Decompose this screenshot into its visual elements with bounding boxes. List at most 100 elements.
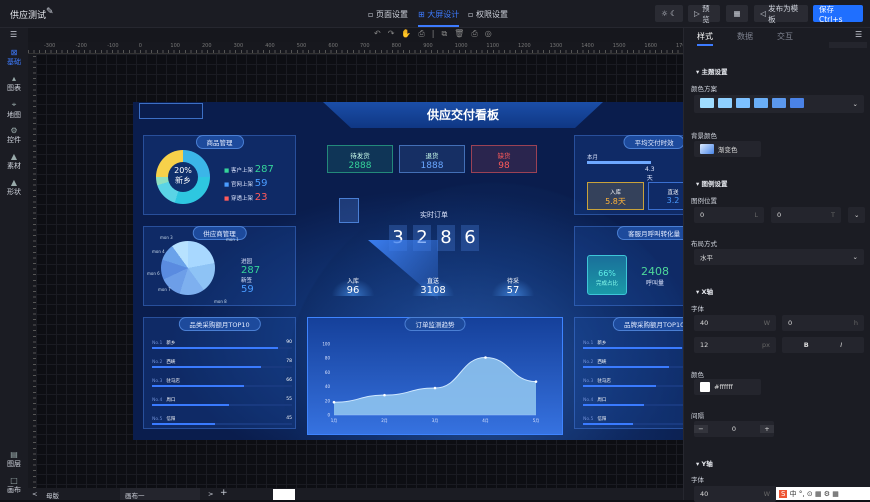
theme-section[interactable]: ▾ 主题设置 <box>696 68 728 76</box>
sidebar-item-material[interactable]: ▲ 素材 <box>0 152 28 171</box>
page-tab[interactable]: 画布一 <box>120 488 200 500</box>
sidebar-item-canvas[interactable]: □ 画布 <box>0 476 28 495</box>
sidebar-item-map[interactable]: ⌖ 地图 <box>0 100 28 120</box>
box-label: 直送 <box>667 190 679 196</box>
kpi-card[interactable]: 待发货 2888 <box>327 145 393 173</box>
sidebar-label: 素材 <box>7 162 21 170</box>
legend-section[interactable]: ▾ 图例设置 <box>696 180 728 188</box>
xaxis-size-input[interactable]: 12 px <box>694 337 776 353</box>
kpi-card[interactable]: 退货 1888 <box>399 145 465 173</box>
color-scheme-select[interactable]: ⌄ <box>694 95 864 113</box>
tab-data[interactable]: 数据 <box>737 32 753 41</box>
rank-bar <box>152 423 215 425</box>
kpi-card[interactable]: 缺货 98 <box>471 145 537 173</box>
sidebar-item-layers[interactable]: ▤ 图层 <box>0 450 28 469</box>
yaxis-width-input[interactable]: 40 W <box>694 486 776 502</box>
gap-stepper[interactable]: − 0 + <box>694 421 774 437</box>
tab-style[interactable]: 样式 <box>697 31 713 46</box>
bg-color-field[interactable]: 渐变色 <box>694 141 761 157</box>
color-swatch[interactable] <box>736 98 750 108</box>
theme-toggle[interactable]: ☼ ☾ <box>655 5 683 22</box>
xaxis-section[interactable]: ▾ X轴 <box>696 288 714 296</box>
italic-button[interactable]: I <box>840 341 843 349</box>
ruler-label: 300 <box>233 43 244 49</box>
supplier-panel[interactable]: 供应商管理 进园 287 新签 59 mon 1 mon 3 mon 4 mon 6 mon … <box>143 226 296 306</box>
color-swatch[interactable] <box>700 98 714 108</box>
preview-button[interactable]: ▷ 预览 <box>688 3 720 24</box>
sidebar-item-shape[interactable]: ▲ 形状 <box>0 178 28 197</box>
layout-select[interactable]: 水平 ⌄ <box>694 249 864 265</box>
pie-label: mon 8 <box>214 299 227 304</box>
legend-pos-dropdown[interactable]: ⌄ <box>848 207 865 223</box>
color-swatch[interactable] <box>754 98 768 108</box>
panel-menu-icon[interactable]: ☰ <box>855 30 863 39</box>
color-swatch[interactable] <box>718 98 732 108</box>
yaxis-section[interactable]: ▾ Y轴 <box>696 460 713 468</box>
sidebar-item-chart[interactable]: ▴ 图表 <box>0 74 28 93</box>
rank-no: No.5 <box>583 417 594 422</box>
decor-card <box>339 198 359 223</box>
data-point <box>383 393 386 397</box>
delivery-panel[interactable]: 平均交付时效 本月 4.3 天 入库 5.8天 直送 3.2 <box>574 135 683 215</box>
save-button[interactable]: 保存 Ctrl+s <box>813 5 863 24</box>
rank-bar <box>583 366 669 368</box>
rank-name: 新乡 <box>166 341 176 346</box>
minus-button[interactable]: − <box>694 425 708 433</box>
tab-interaction[interactable]: 交互 <box>777 32 793 41</box>
rank-name: 信阳 <box>597 417 607 422</box>
next-page-icon[interactable]: > <box>208 490 214 498</box>
tab-label: 权限设置 <box>475 10 508 19</box>
pie-label: mon 1 <box>226 237 239 242</box>
section-title: Y轴 <box>701 460 713 468</box>
sidebar-item-base[interactable]: ⊠ 基础 <box>0 48 28 67</box>
rank-no: No.1 <box>583 341 594 346</box>
tab-permission-settings[interactable]: ▫ 权限设置 <box>468 10 508 19</box>
dashboard-canvas[interactable]: 供应交付看板 商品管理 20% 新乡 ■ 客户上架 287 ■ 官网上架 59 ■ 穿… <box>133 102 683 440</box>
chevron-down-icon[interactable]: ⌄ <box>852 100 858 108</box>
input-value: 40 <box>700 490 709 498</box>
realtime-label: 实时订单 <box>420 211 448 219</box>
tab-screen-design[interactable]: ⊞ 大屏设计 <box>418 9 460 27</box>
input-unit: h <box>853 319 858 327</box>
category-top10-panel[interactable]: 品类采购额月TOP10 No.1 新乡 90 No.2 西峡 78 No.3 驻马店 66 No.… <box>143 317 296 429</box>
goods-panel[interactable]: 商品管理 20% 新乡 ■ 客户上架 287 ■ 官网上架 59 ■ 穿透上架 23 <box>143 135 296 215</box>
brand-top10-panel[interactable]: 品牌采购额月TOP10 No.1 新乡 No.2 西峡 No.3 驻马店 No.4 周口 No.… <box>574 317 683 429</box>
preview-label: 预览 <box>702 3 710 24</box>
color-swatch[interactable] <box>790 98 804 108</box>
pencil-icon[interactable]: ✎ <box>46 7 54 17</box>
service-panel[interactable]: 客服月呼叫转化量 66% 完成占比 2408 呼叫量 <box>574 226 683 306</box>
plus-button[interactable]: + <box>759 425 774 433</box>
shape-icon: ▲ <box>10 178 18 187</box>
xaxis-color-field[interactable]: #ffffff <box>694 379 761 395</box>
collapse-icon[interactable]: ☰ <box>10 30 18 39</box>
rank-name: 周口 <box>597 398 607 403</box>
order-trend-panel[interactable]: 订单监测趋势 0 20 40 60 80 100 1月 2月 3月 4月 5月 <box>307 317 563 435</box>
x-tick-label: 2月 <box>381 418 388 423</box>
master-page-tab[interactable]: 母版 <box>46 492 59 500</box>
rank-name: 驻马店 <box>597 379 611 384</box>
service-gauge: 66% 完成占比 <box>587 255 627 295</box>
rank-track <box>152 385 292 387</box>
dashboard-title: 供应交付看板 <box>323 102 603 128</box>
xaxis-width-input[interactable]: 40 W <box>694 315 776 331</box>
prev-page-icon[interactable]: < <box>32 490 38 498</box>
bold-button[interactable]: B <box>803 341 809 349</box>
gap-value: 0 <box>731 425 737 433</box>
legend-dot: ■ <box>224 196 230 202</box>
tab-page-settings[interactable]: ▫ 页面设置 <box>368 10 408 19</box>
edit-tools[interactable]: ↶↷✋⎙|⧉🗑⎙◎ <box>374 29 499 38</box>
sidebar-item-widget[interactable]: ⚙ 控件 <box>0 126 28 145</box>
box-value: 5.8天 <box>605 197 626 206</box>
tab-label: 大屏设计 <box>427 10 460 19</box>
add-page-button[interactable]: + <box>220 488 228 498</box>
ime-toolbar[interactable]: S 中 °, ⊙ ▦ ⚙ ▦ <box>776 487 870 500</box>
color-swatch[interactable] <box>772 98 786 108</box>
rank-row: No.2 西峡 <box>583 359 683 368</box>
publish-template-button[interactable]: ◁ 发布为模板 <box>754 4 808 24</box>
kpi-label: 退货 <box>425 152 439 160</box>
more-button[interactable]: ▦ <box>726 5 748 22</box>
